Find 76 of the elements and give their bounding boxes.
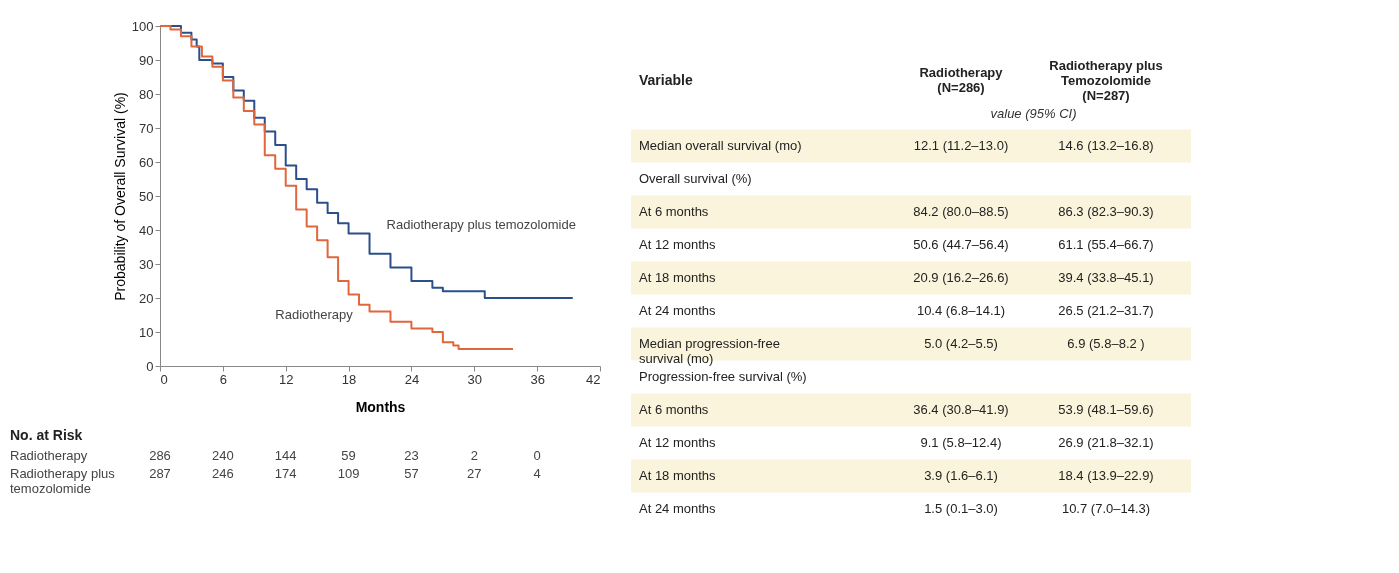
category-label: At 12 months [639, 237, 717, 252]
text: 57 [404, 466, 419, 481]
text: 1.5 (0.1–3.0) [924, 501, 998, 516]
y-tick-label: 80 [139, 86, 154, 102]
text: 109 [337, 466, 360, 481]
text: 26.9 (21.8–32.1) [1058, 435, 1154, 450]
text: 27 [467, 466, 482, 481]
text: 53.9 (48.1–59.6) [1058, 402, 1154, 417]
text: 3.9 (1.6–6.1) [924, 468, 998, 483]
y-tick-label: 100 [131, 18, 154, 34]
category-label: At 18 months [639, 270, 717, 285]
text: 39.4 (33.8–45.1) [1058, 270, 1154, 285]
text: 246 [212, 466, 234, 481]
category-label: Progression-free survival (%) [639, 369, 807, 384]
y-tick-label: 50 [139, 188, 154, 204]
text: 86.3 (82.3–90.3) [1058, 204, 1154, 219]
y-tick-label: 20 [139, 290, 154, 306]
y-tick-label: 30 [139, 256, 154, 272]
x-tick-label: 18 [341, 371, 357, 387]
x-tick-label: 6 [219, 371, 227, 387]
category-label: Median progression-free survival (mo) [639, 336, 780, 366]
text: 84.2 (80.0–88.5) [913, 204, 1009, 219]
text: 9.1 (5.8–12.4) [920, 435, 1002, 450]
text: 59 [341, 448, 356, 463]
y-tick-label: 70 [139, 120, 154, 136]
text: 61.1 (55.4–66.7) [1058, 237, 1154, 252]
text: 23 [404, 448, 419, 463]
category-label: Median overall survival (mo) [639, 138, 802, 153]
series-label: Radiotherapy [275, 307, 354, 322]
text: No. at Risk [10, 427, 83, 443]
text: 2 [470, 448, 478, 463]
text: Radiotherapy (N=286) [919, 65, 1004, 95]
text: Variable [639, 72, 693, 88]
y-tick-label: 60 [139, 154, 154, 170]
category-label: At 24 months [639, 303, 717, 318]
text: 26.5 (21.2–31.7) [1058, 303, 1154, 318]
text: Radiotherapy [10, 448, 88, 463]
text: value (95% CI) [990, 106, 1077, 121]
text: 20.9 (16.2–26.6) [913, 270, 1009, 285]
x-tick-label: 24 [404, 371, 420, 387]
category-label: At 18 months [639, 468, 717, 483]
series-label: Radiotherapy plus temozolomide [386, 216, 576, 232]
text: 12.1 (11.2–13.0) [913, 138, 1009, 153]
category-label: At 6 months [639, 402, 709, 417]
y-tick-label: 40 [139, 222, 154, 238]
x-tick-label: 12 [278, 371, 294, 387]
text: 240 [212, 448, 234, 463]
y-tick-label: 90 [139, 52, 154, 68]
x-tick-label: 30 [467, 371, 483, 387]
x-tick-label: 0 [160, 371, 168, 387]
text: Radiotherapy plus temozolomide [10, 466, 116, 496]
text: 287 [149, 466, 171, 481]
text: 6.9 (5.8–8.2 ) [1067, 336, 1145, 351]
text: 10.4 (6.8–14.1) [916, 303, 1006, 318]
text: 0 [533, 448, 541, 463]
text: 50.6 (44.7–56.4) [913, 237, 1009, 252]
text: 36.4 (30.8–41.9) [913, 402, 1009, 417]
category-label: Overall survival (%) [639, 171, 752, 186]
text: 144 [274, 448, 297, 463]
y-axis-title: Probability of Overall Survival (%) [111, 92, 128, 301]
x-axis-title: Months [355, 398, 406, 415]
category-label: At 24 months [639, 501, 717, 516]
text: 174 [274, 466, 297, 481]
text: 5.0 (4.2–5.5) [924, 336, 998, 351]
y-tick-label: 10 [139, 324, 154, 340]
text: 286 [149, 448, 171, 463]
text: Radiotherapy plus Temozolomide (N=287) [1049, 57, 1163, 103]
x-tick-label: 36 [530, 371, 545, 387]
category-label: At 6 months [639, 204, 709, 219]
x-tick-label: 42 [586, 371, 601, 387]
text: 4 [533, 466, 541, 481]
text: 18.4 (13.9–22.9) [1058, 468, 1154, 483]
text: 10.7 (7.0–14.3) [1061, 501, 1151, 516]
y-tick-label: 0 [146, 358, 154, 374]
text: 14.6 (13.2–16.8) [1058, 138, 1154, 153]
category-label: At 12 months [639, 435, 717, 450]
